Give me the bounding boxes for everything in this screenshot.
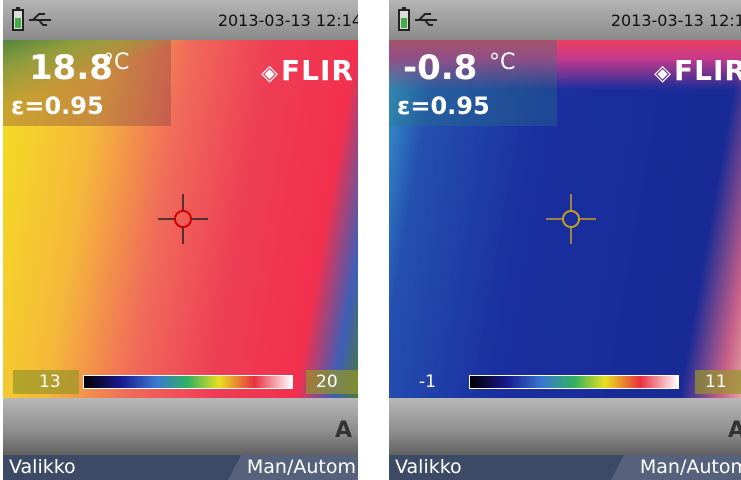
unit: °C bbox=[489, 50, 515, 75]
color-bar bbox=[469, 375, 679, 389]
emissivity: ε=0.95 bbox=[11, 92, 104, 120]
logo: FLIR bbox=[261, 54, 354, 87]
status-bar: 2013-03-13 12:14 bbox=[3, 0, 358, 40]
camera-screen: 2013-03-13 12:19 -0.8 °C ε=0.95 FLIR -1 … bbox=[389, 0, 741, 480]
color-bar bbox=[83, 375, 293, 389]
datetime: 2013-03-13 12:19 bbox=[611, 11, 741, 30]
control-bar bbox=[389, 398, 741, 456]
temperature: 18.8 bbox=[29, 48, 113, 88]
page: 2013-03-13 12:14 18.8 °C ε=0.95 FLIR 13 … bbox=[0, 0, 741, 480]
camera-screen: 2013-03-13 12:14 18.8 °C ε=0.95 FLIR 13 … bbox=[3, 0, 358, 480]
scale-min: -1 bbox=[399, 370, 465, 394]
softkey-right[interactable]: Man/Autom bbox=[247, 456, 356, 478]
softkey-right[interactable]: Man/Autom bbox=[640, 456, 741, 478]
unit: °C bbox=[103, 50, 129, 75]
emissivity: ε=0.95 bbox=[397, 92, 490, 120]
crosshair bbox=[546, 194, 596, 244]
softkey-left[interactable]: Valikko bbox=[395, 456, 462, 478]
status-icons bbox=[11, 6, 57, 34]
scale-max: 11 bbox=[695, 370, 741, 394]
status-bar: 2013-03-13 12:19 bbox=[389, 0, 741, 40]
scale-max: 20 bbox=[306, 370, 358, 394]
status-icons bbox=[397, 6, 443, 34]
mode: A bbox=[728, 418, 741, 443]
logo: FLIR bbox=[654, 54, 741, 87]
datetime: 2013-03-13 12:14 bbox=[218, 11, 358, 30]
crosshair bbox=[158, 194, 208, 244]
softkey-left[interactable]: Valikko bbox=[9, 456, 76, 478]
scale-min: 13 bbox=[13, 370, 79, 394]
temperature: -0.8 bbox=[403, 48, 477, 88]
control-bar bbox=[3, 398, 358, 456]
mode: A bbox=[335, 418, 352, 443]
